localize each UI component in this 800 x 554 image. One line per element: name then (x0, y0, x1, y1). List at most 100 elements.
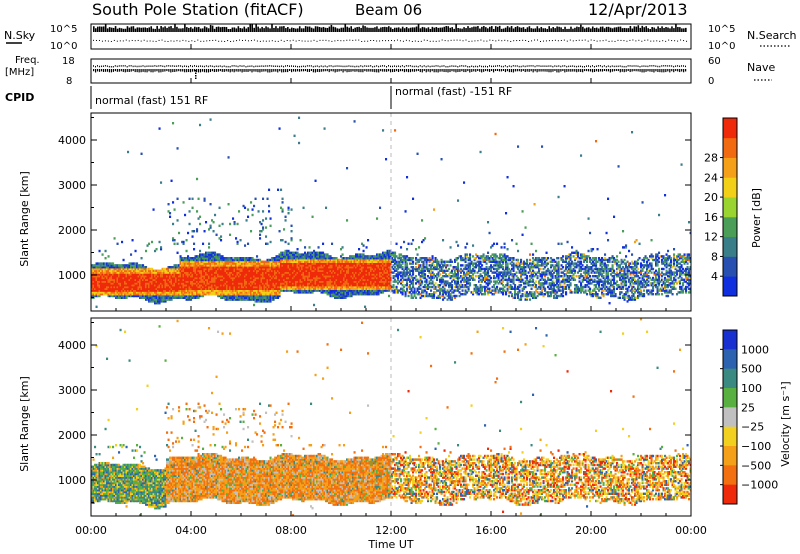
power-cell (269, 287, 272, 290)
power-cell (193, 275, 196, 278)
nave-bar (320, 69, 322, 72)
power-cell (212, 287, 215, 290)
power-cell (115, 266, 118, 269)
power-cell (200, 276, 203, 280)
power-cell (101, 253, 104, 256)
power-cell (179, 294, 182, 298)
power-cell (305, 285, 308, 289)
power-cell (262, 296, 265, 299)
power-cell (116, 296, 119, 299)
power-cell (232, 276, 235, 280)
freq-dot (156, 65, 158, 68)
power-cell (182, 271, 185, 274)
power-cell (203, 293, 206, 296)
nsky-bar (578, 27, 580, 32)
power-cell (290, 289, 293, 292)
power-cell (95, 267, 98, 271)
power-cell (287, 251, 290, 254)
power-cell (185, 289, 188, 292)
power-cell (139, 282, 142, 285)
power-cell (212, 262, 215, 265)
nave-bar (328, 69, 330, 73)
freq-dot (308, 65, 310, 67)
nsearch-dot (256, 40, 258, 42)
power-cell (218, 224, 221, 227)
power-cell (143, 294, 146, 298)
power-cell (130, 287, 133, 290)
power-cell (220, 275, 223, 278)
power-cell (254, 197, 257, 200)
power-cell (184, 266, 187, 269)
power-cell (235, 273, 238, 276)
power-cell (229, 222, 232, 226)
power-cell (340, 264, 343, 267)
power-cell (136, 275, 139, 278)
nsearch-dot (274, 40, 276, 42)
power-cell (259, 291, 262, 294)
power-cell (259, 300, 262, 303)
power-cell (184, 284, 187, 287)
freq-dot (382, 65, 384, 67)
power-cell (337, 287, 340, 290)
power-cell (209, 260, 212, 263)
nsky-bar (617, 26, 620, 32)
power-cell (244, 278, 247, 281)
power-cell (238, 264, 241, 267)
nave-bar (235, 69, 237, 72)
power-cell (311, 275, 314, 278)
power-cell (149, 269, 152, 272)
power-cell (202, 282, 205, 285)
freq-dot (417, 65, 419, 68)
nsearch-dot (659, 40, 661, 42)
power-heatmap (91, 116, 691, 308)
power-cell (247, 260, 250, 263)
power-cell (289, 280, 292, 283)
power-cell (119, 273, 122, 276)
power-cell (197, 258, 200, 262)
power-cell (281, 260, 284, 263)
power-cell (176, 275, 179, 278)
power-cell (194, 255, 197, 258)
power-cell (220, 269, 223, 272)
power-cell (104, 282, 107, 285)
power-cell (199, 258, 202, 262)
power-cell (319, 251, 322, 254)
freq-dot (655, 65, 657, 67)
nsky-label: N.Sky (4, 29, 36, 42)
nsearch-dot (149, 40, 151, 42)
power-cell (92, 284, 95, 287)
power-cell (194, 296, 197, 299)
power-cell (148, 278, 151, 281)
power-cell (266, 260, 269, 263)
nsky-bar (364, 26, 366, 32)
power-cell (224, 296, 227, 299)
freq-dot (615, 65, 617, 68)
freq-dot (403, 65, 405, 68)
power-cell (103, 278, 106, 281)
power-cell (179, 287, 182, 290)
power-cell (98, 271, 101, 274)
power-cell (286, 271, 289, 274)
power-cell (230, 293, 233, 296)
power-cell (202, 294, 205, 298)
power-cell (328, 260, 331, 263)
power-cell (302, 257, 305, 260)
power-cell (134, 273, 137, 276)
power-cell (241, 296, 244, 299)
power-cell (292, 280, 295, 283)
power-cell (310, 282, 313, 285)
power-cell (271, 257, 274, 260)
power-cell (280, 282, 283, 285)
nave-bar (148, 69, 150, 72)
power-cell (97, 267, 100, 271)
power-cell (94, 267, 97, 271)
power-cell (139, 280, 142, 283)
nsearch-dot (611, 40, 613, 42)
power-cell (202, 258, 205, 262)
power-cell (136, 278, 139, 281)
power-cell (235, 271, 238, 274)
power-cell (244, 285, 247, 289)
power-cell (173, 273, 176, 276)
power-cell (181, 296, 184, 299)
power-cell (262, 197, 265, 200)
